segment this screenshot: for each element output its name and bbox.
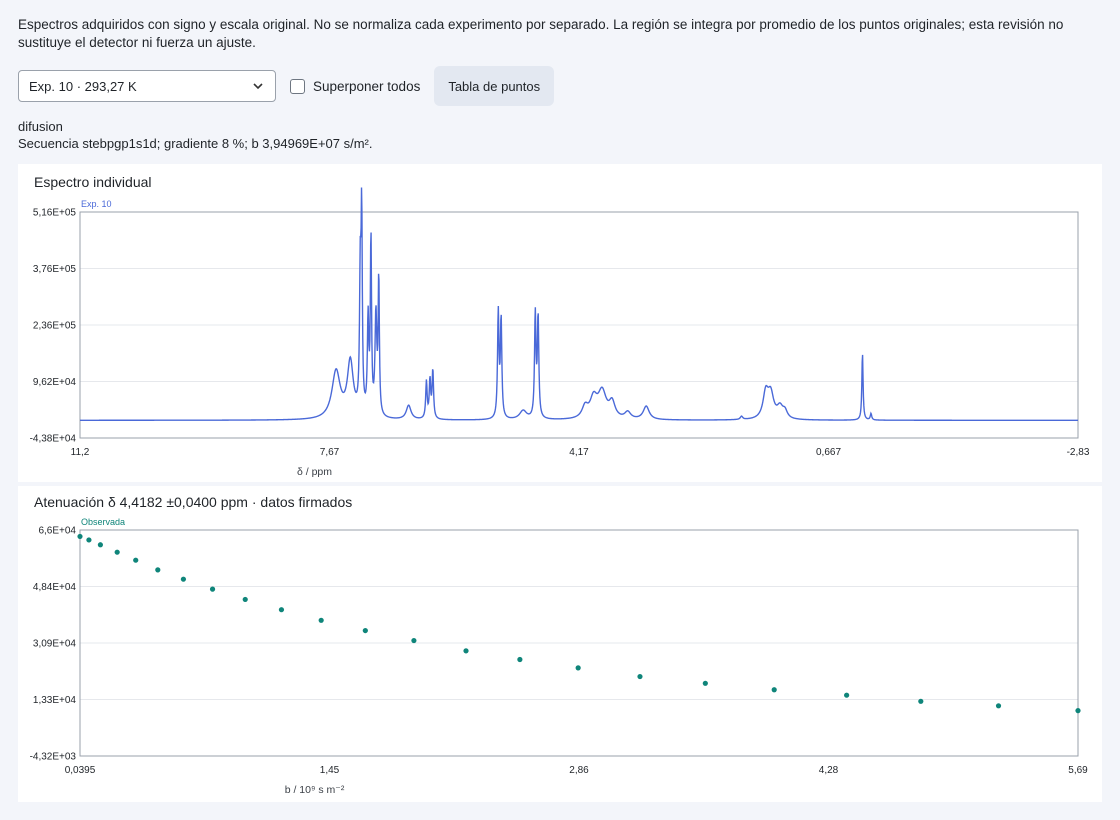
data-point	[242, 596, 248, 603]
data-point	[771, 687, 777, 693]
data-point	[278, 607, 285, 613]
data-point	[77, 533, 83, 540]
y-tick-label: 5,16E+05	[33, 208, 77, 219]
data-point	[575, 665, 581, 671]
data-point	[155, 567, 161, 573]
attenuation-chart: 6,6E+04 4,84E+04 3,09E+04 1,33E+04 -4,32E+03…	[30, 517, 1089, 796]
data-point	[362, 627, 368, 634]
x-axis-label: δ / ppm	[297, 466, 332, 478]
data-point	[995, 703, 1002, 709]
y-tick-label: 9,62E+04	[33, 377, 77, 388]
y-tick-label: 6,6E+04	[38, 526, 76, 537]
experiment-meta: difusion Secuencia stebpgp1s1d; gradient…	[18, 118, 373, 152]
y-tick-label: 2,36E+05	[33, 321, 77, 332]
data-point	[97, 542, 103, 548]
x-tick-label: 1,45	[320, 765, 340, 776]
spectrum-line-exp-10	[80, 187, 1078, 421]
experiment-select[interactable]: Exp. 10 · 293,27 K	[18, 70, 276, 102]
spectrum-title: Espectro individual	[34, 174, 152, 190]
x-tick-label: 11,2	[71, 447, 90, 458]
data-point	[318, 617, 324, 623]
checkbox-box[interactable]	[290, 78, 305, 94]
data-point	[86, 537, 92, 543]
legend-label: Exp. 10	[81, 199, 112, 209]
experiment-select-value: Exp. 10 · 293,27 K	[29, 78, 137, 94]
data-point	[180, 576, 187, 582]
y-tick-label: 3,09E+04	[33, 639, 77, 650]
intro-text: Espectros adquiridos con signo y escala …	[18, 17, 1064, 50]
data-point	[463, 648, 469, 654]
experiment-name: difusion	[18, 119, 63, 134]
attenuation-panel: Atenuación δ 4,4182 ±0,0400 ppm · datos …	[18, 486, 1102, 802]
plot-frame	[79, 529, 1079, 757]
x-tick-label: 0,0395	[65, 765, 96, 776]
data-point	[844, 692, 850, 698]
plot-frame	[79, 211, 1079, 439]
x-axis-label: b / 10⁹ s m⁻²	[285, 784, 345, 796]
attenuation-title: Atenuación δ 4,4182 ±0,0400 ppm · datos …	[34, 494, 353, 510]
x-tick-label: 7,67	[320, 447, 340, 458]
spectrum-panel: Espectro individual 5,16E+05 3,76E+05 2,36…	[18, 164, 1102, 482]
data-point	[637, 673, 643, 680]
overlay-all-label: Superponer todos	[313, 78, 421, 94]
overlay-all-checkbox[interactable]: Superponer todos	[290, 78, 421, 94]
x-tick-label: 4,17	[569, 447, 589, 458]
controls-bar: Exp. 10 · 293,27 K Superponer todos Tabl…	[18, 66, 555, 106]
legend-label: Observada	[81, 517, 125, 527]
chevron-down-icon	[253, 83, 263, 90]
x-tick-label: -2,83	[1067, 447, 1090, 458]
y-tick-label: -4,32E+03	[30, 752, 77, 763]
data-point	[411, 637, 417, 644]
data-point	[209, 586, 216, 592]
data-point	[1075, 708, 1081, 714]
y-tick-label: 1,33E+04	[33, 695, 77, 706]
y-tick-label: -4,38E+04	[30, 434, 77, 445]
x-tick-label: 5,69	[1068, 765, 1088, 776]
experiment-details: Secuencia stebpgp1s1d; gradiente 8 %; b …	[18, 136, 373, 151]
points-table-button[interactable]: Tabla de puntos	[434, 66, 555, 106]
data-point	[133, 557, 139, 563]
x-tick-label: 2,86	[569, 765, 589, 776]
y-tick-label: 3,76E+05	[33, 264, 77, 275]
spectrum-chart: 5,16E+05 3,76E+05 2,36E+05 9,62E+04 -4,38E+0…	[30, 187, 1090, 478]
x-tick-label: 4,28	[819, 765, 839, 776]
data-point	[517, 656, 523, 663]
data-point	[702, 680, 708, 686]
data-point	[918, 698, 924, 704]
x-tick-label: 0,667	[816, 447, 841, 458]
data-point	[114, 549, 120, 555]
y-tick-label: 4,84E+04	[33, 582, 77, 593]
